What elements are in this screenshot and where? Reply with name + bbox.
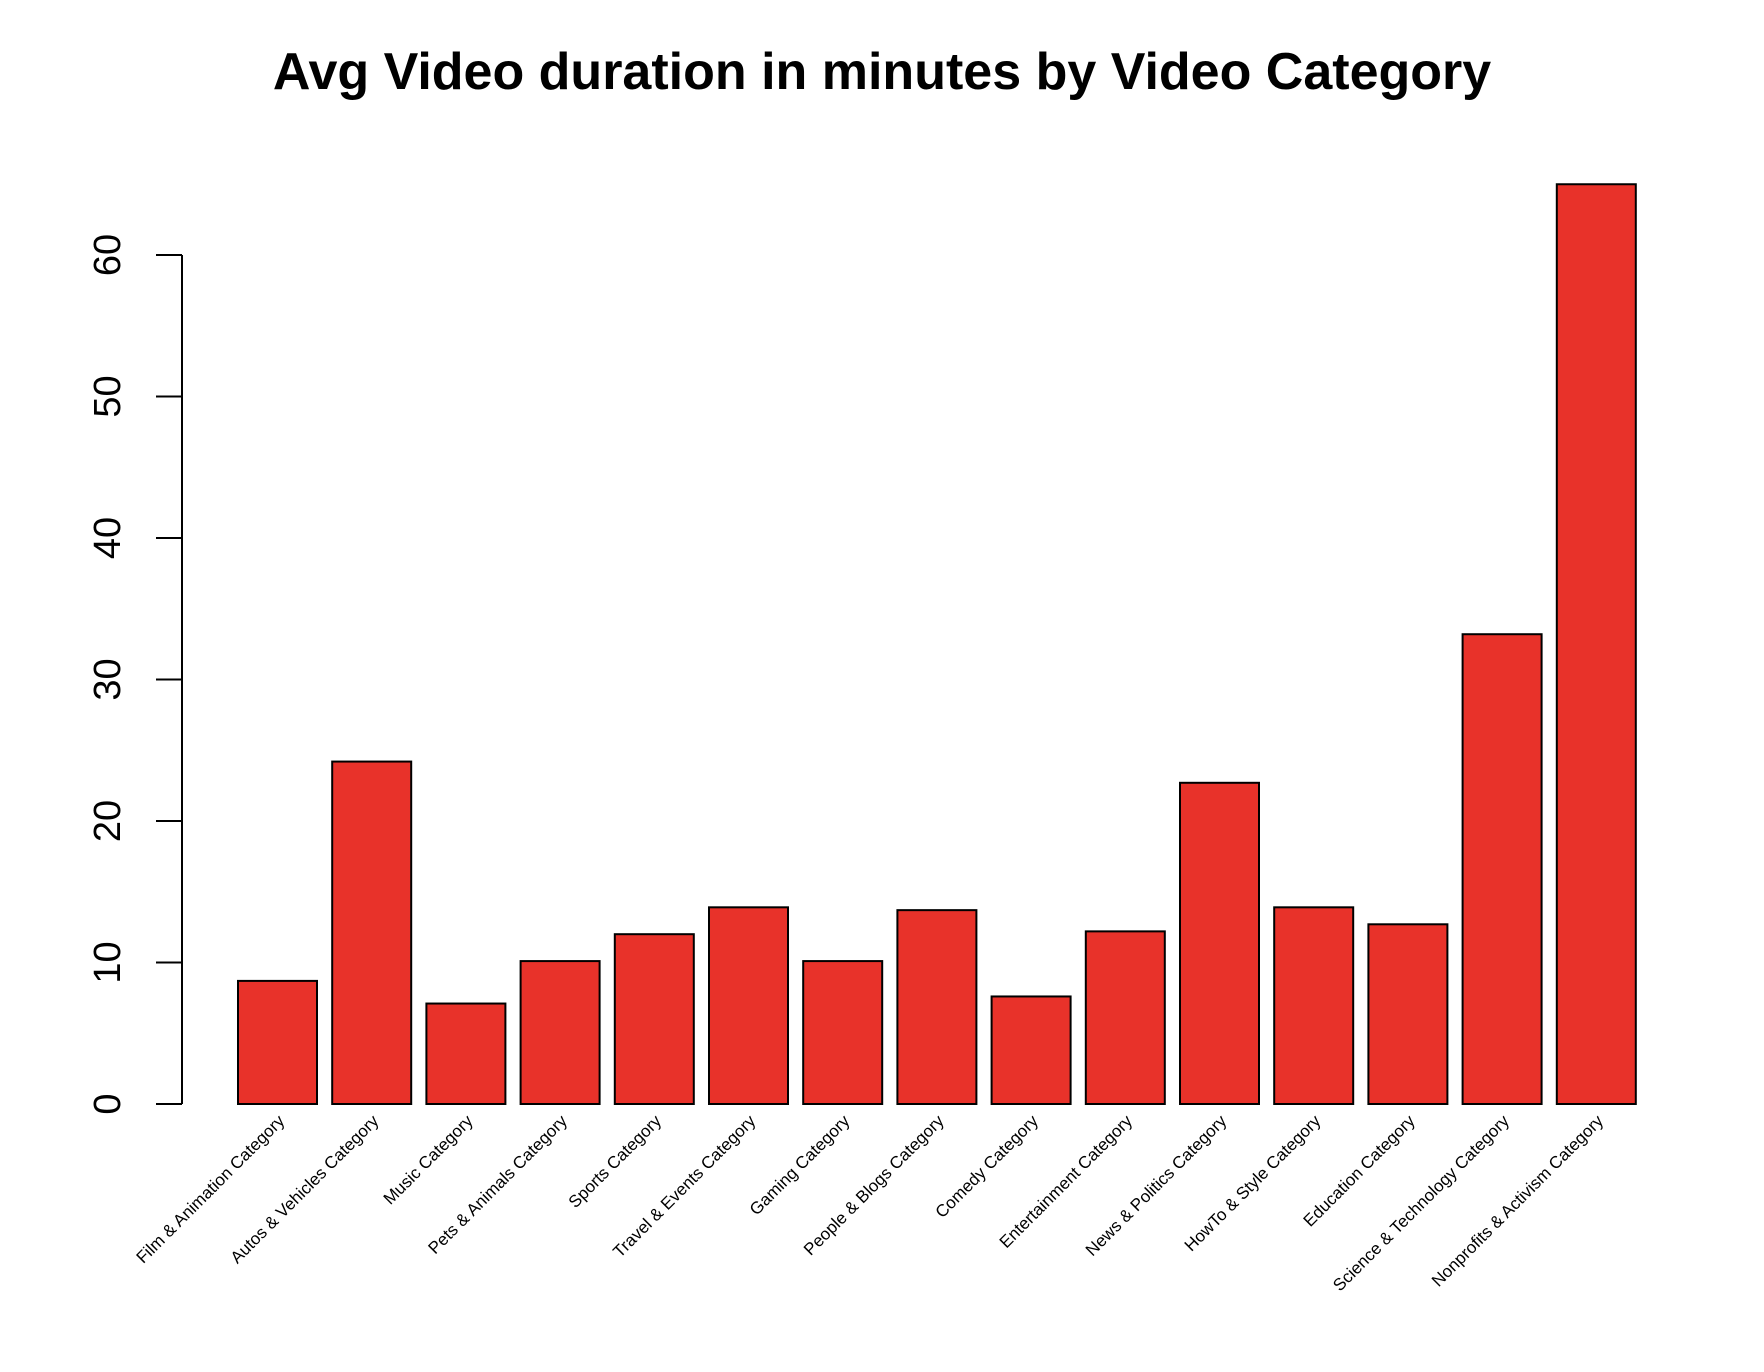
category-label: Science & Technology Category xyxy=(1329,1111,1513,1295)
y-tick-label: 20 xyxy=(87,800,129,842)
y-tick-label: 40 xyxy=(87,517,129,559)
bar-8 xyxy=(896,909,978,1106)
bar-7 xyxy=(802,960,884,1106)
bar-1 xyxy=(237,979,318,1106)
category-label: Film & Animation Category xyxy=(133,1111,289,1267)
bar-13 xyxy=(1367,923,1449,1105)
category-label: Sports Category xyxy=(565,1111,666,1212)
category-label: Music Category xyxy=(380,1111,477,1208)
y-tick-label: 50 xyxy=(87,375,129,417)
bar-15 xyxy=(1555,183,1637,1105)
bar-5 xyxy=(613,933,695,1106)
bar-14 xyxy=(1461,633,1543,1105)
bar-10 xyxy=(1084,930,1166,1105)
bar-12 xyxy=(1273,906,1355,1105)
y-tick-label: 30 xyxy=(87,658,129,700)
bar-3 xyxy=(425,1002,507,1105)
bar-11 xyxy=(1179,781,1260,1105)
bar-6 xyxy=(708,906,789,1105)
category-label: Gaming Category xyxy=(746,1111,854,1219)
y-tick-label: 60 xyxy=(87,234,129,276)
y-tick-label: 10 xyxy=(87,941,129,983)
chart-title: Avg Video duration in minutes by Video C… xyxy=(272,43,1492,101)
category-label: Autos & Vehicles Category xyxy=(227,1111,383,1267)
bar-2 xyxy=(331,760,413,1105)
bar-4 xyxy=(519,960,601,1106)
category-label: Nonprofits & Activism Category xyxy=(1428,1111,1607,1290)
bar-9 xyxy=(990,995,1072,1106)
category-label: Comedy Category xyxy=(932,1111,1043,1222)
y-tick-label: 0 xyxy=(87,1093,129,1114)
